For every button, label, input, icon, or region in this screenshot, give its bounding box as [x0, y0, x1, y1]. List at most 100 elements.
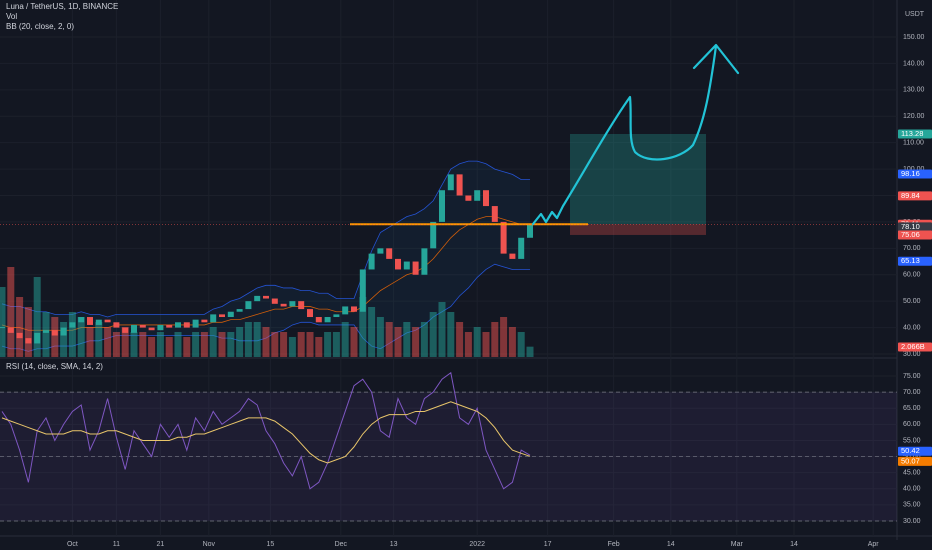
- volume-bar: [156, 332, 164, 357]
- volume-bar: [280, 332, 288, 357]
- candle: [412, 261, 419, 275]
- volume-bar: [403, 322, 411, 357]
- volume-bar: [192, 332, 200, 357]
- x-tick-label: Dec: [335, 541, 348, 548]
- volume-bar: [139, 332, 147, 357]
- candle: [439, 190, 445, 222]
- rsi-tick-label: 45.00: [903, 470, 921, 477]
- candle: [342, 306, 349, 315]
- candle: [210, 314, 217, 323]
- volume-bar: [148, 337, 156, 357]
- candle: [263, 295, 269, 299]
- volume-bar: [288, 337, 296, 357]
- volume-bar: [200, 332, 208, 357]
- candle: [245, 301, 252, 310]
- volume-bar: [491, 322, 499, 357]
- volume-bar: [42, 312, 50, 357]
- candle: [201, 319, 208, 323]
- x-tick-label: 14: [790, 541, 798, 548]
- candle: [113, 322, 120, 328]
- candle: [236, 309, 243, 312]
- volume-bar: [95, 322, 103, 357]
- axis-badge: [898, 191, 932, 201]
- candle: [69, 322, 76, 328]
- axis-badge-label: 78.10: [901, 222, 920, 231]
- y-tick-label: 120.00: [903, 113, 925, 120]
- candle: [474, 190, 481, 201]
- chart-title: Luna / TetherUS, 1D, BINANCE: [6, 2, 118, 11]
- x-tick-label: 17: [544, 541, 552, 548]
- y-tick-label: 40.00: [903, 324, 921, 331]
- x-tick-label: 11: [113, 541, 120, 548]
- bb-legend: BB (20, close, 2, 0): [6, 22, 74, 31]
- volume-bar: [385, 322, 393, 357]
- x-tick-label: 13: [390, 541, 398, 548]
- volume-bar: [456, 322, 464, 357]
- volume-bar: [16, 297, 24, 357]
- volume-bar: [262, 327, 270, 357]
- y-tick-label: 100.00: [903, 166, 925, 173]
- volume-bar: [121, 327, 129, 357]
- candle: [51, 330, 58, 336]
- axis-badge-label: 89.84: [901, 191, 920, 200]
- axis-badge-label: 98.16: [901, 169, 920, 178]
- candle: [368, 253, 375, 270]
- candle: [227, 311, 234, 318]
- candle: [421, 248, 428, 275]
- candle: [192, 319, 199, 328]
- volume-bar: [359, 297, 367, 357]
- axis-badge-label: 113.28: [901, 129, 923, 138]
- candle: [254, 295, 261, 302]
- candle: [219, 314, 225, 318]
- volume-bar: [482, 332, 490, 357]
- rsi-tick-label: 35.00: [903, 502, 921, 509]
- volume-bar: [500, 317, 508, 357]
- axis-badge: [898, 169, 932, 179]
- volume-bar: [350, 327, 358, 357]
- y-tick-label: 140.00: [903, 60, 925, 67]
- candle: [289, 301, 296, 307]
- candle: [359, 269, 366, 312]
- volume-bar: [24, 307, 32, 357]
- volume-bar: [165, 337, 173, 357]
- volume-bar: [174, 332, 182, 357]
- candle: [500, 221, 507, 254]
- axis-badge: [898, 222, 932, 232]
- volume-bar: [86, 327, 94, 357]
- volume-bar: [209, 327, 217, 357]
- x-tick-label: 15: [267, 541, 275, 548]
- y-tick-label: 50.00: [903, 298, 921, 305]
- candle: [60, 327, 67, 336]
- rsi-tick-label: 75.00: [903, 373, 921, 380]
- target-zone: [570, 134, 706, 225]
- currency-label: USDT: [905, 11, 925, 18]
- volume-bar: [112, 332, 120, 357]
- bb-fill: [2, 161, 530, 352]
- candle: [351, 306, 357, 312]
- candle: [122, 327, 129, 333]
- y-tick-label: 130.00: [903, 87, 925, 94]
- candle: [315, 317, 322, 323]
- volume-bar: [60, 322, 68, 357]
- volume-bar: [394, 327, 402, 357]
- y-tick-label: 30.00: [903, 351, 921, 358]
- volume-bar: [183, 337, 191, 357]
- volume-bar: [464, 332, 472, 357]
- rsi-tick-label: 60.00: [903, 421, 921, 428]
- candle: [456, 174, 463, 196]
- volume-bar: [341, 322, 349, 357]
- candle: [395, 258, 401, 270]
- candle: [271, 298, 278, 304]
- candle: [307, 309, 313, 318]
- rsi-tick-label: 65.00: [903, 405, 921, 412]
- volume-bar: [306, 332, 314, 357]
- y-tick-label: 150.00: [903, 34, 925, 41]
- volume-bar: [0, 287, 6, 357]
- candle: [430, 221, 437, 249]
- volume-bar: [420, 322, 428, 357]
- hand-drawn-arrow: [531, 43, 740, 226]
- candle: [298, 301, 305, 310]
- rsi-legend: RSI (14, close, SMA, 14, 2): [6, 362, 103, 371]
- volume-bar: [473, 327, 481, 357]
